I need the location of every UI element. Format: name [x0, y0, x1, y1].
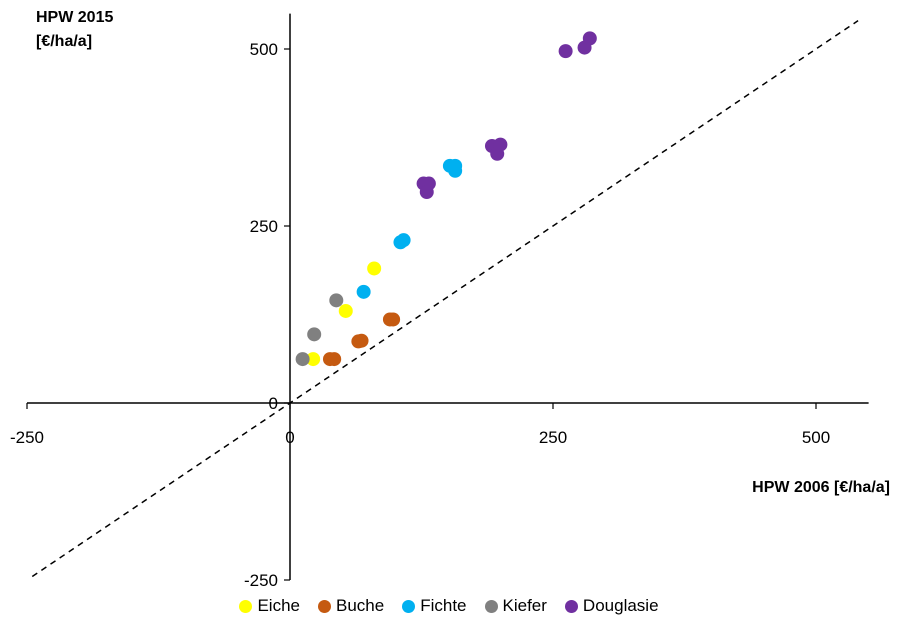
- y-tick-label: -250: [244, 571, 278, 590]
- data-point-douglasie: [419, 185, 434, 200]
- legend: Eiche Buche Fichte Kiefer Douglasie: [0, 596, 898, 616]
- data-point-kiefer: [329, 293, 344, 308]
- reference-line-y-equals-x: [31, 20, 859, 578]
- data-point-kiefer: [307, 327, 322, 342]
- data-point-buche: [327, 352, 342, 367]
- legend-swatch-fichte: [402, 599, 416, 613]
- legend-item-douglasie: Douglasie: [564, 596, 659, 616]
- y-tick-label: 500: [250, 40, 278, 59]
- data-points-layer: [295, 31, 597, 367]
- data-point-eiche: [367, 261, 382, 276]
- legend-swatch-eiche: [239, 599, 253, 613]
- x-tick-label: -250: [10, 428, 44, 447]
- legend-label-eiche: Eiche: [257, 596, 300, 615]
- legend-label-douglasie: Douglasie: [582, 596, 659, 615]
- legend-item-buche: Buche: [318, 596, 384, 616]
- data-point-fichte: [356, 284, 371, 299]
- data-point-douglasie: [493, 137, 508, 152]
- legend-item-eiche: Eiche: [239, 596, 300, 616]
- data-point-fichte: [448, 163, 463, 178]
- x-axis-title: HPW 2006 [€/ha/a]: [752, 479, 890, 496]
- legend-swatch-kiefer: [484, 599, 498, 613]
- y-axis-title-line-1: HPW 2015: [36, 9, 114, 26]
- x-tick-label: 500: [802, 428, 830, 447]
- x-tick-label: 0: [285, 428, 294, 447]
- legend-item-fichte: Fichte: [402, 596, 467, 616]
- data-point-eiche: [338, 303, 353, 318]
- reference-line-layer: [31, 20, 859, 578]
- legend-label-buche: Buche: [336, 596, 385, 615]
- data-point-douglasie: [558, 44, 573, 59]
- legend-swatch-douglasie: [564, 599, 578, 613]
- data-point-fichte: [396, 233, 411, 248]
- legend-swatch-buche: [318, 599, 331, 613]
- data-point-douglasie: [582, 31, 597, 46]
- data-point-kiefer: [295, 352, 310, 367]
- y-tick-label: 250: [250, 217, 278, 236]
- y-axis-title: HPW 2015 [€/ha/a]: [36, 6, 113, 54]
- axes-layer: [26, 13, 869, 581]
- legend-label-kiefer: Kiefer: [502, 596, 547, 615]
- data-point-buche: [386, 312, 401, 327]
- data-point-buche: [354, 333, 369, 348]
- y-axis-title-line-2: [€/ha/a]: [36, 33, 93, 50]
- y-tick-label: 0: [269, 394, 278, 413]
- data-point-eiche: [306, 352, 321, 367]
- x-tick-label: 250: [539, 428, 567, 447]
- tick-labels-layer: -250 0 250 500 -250 0 250 500: [10, 40, 830, 590]
- legend-item-kiefer: Kiefer: [484, 596, 547, 616]
- legend-label-fichte: Fichte: [420, 596, 467, 615]
